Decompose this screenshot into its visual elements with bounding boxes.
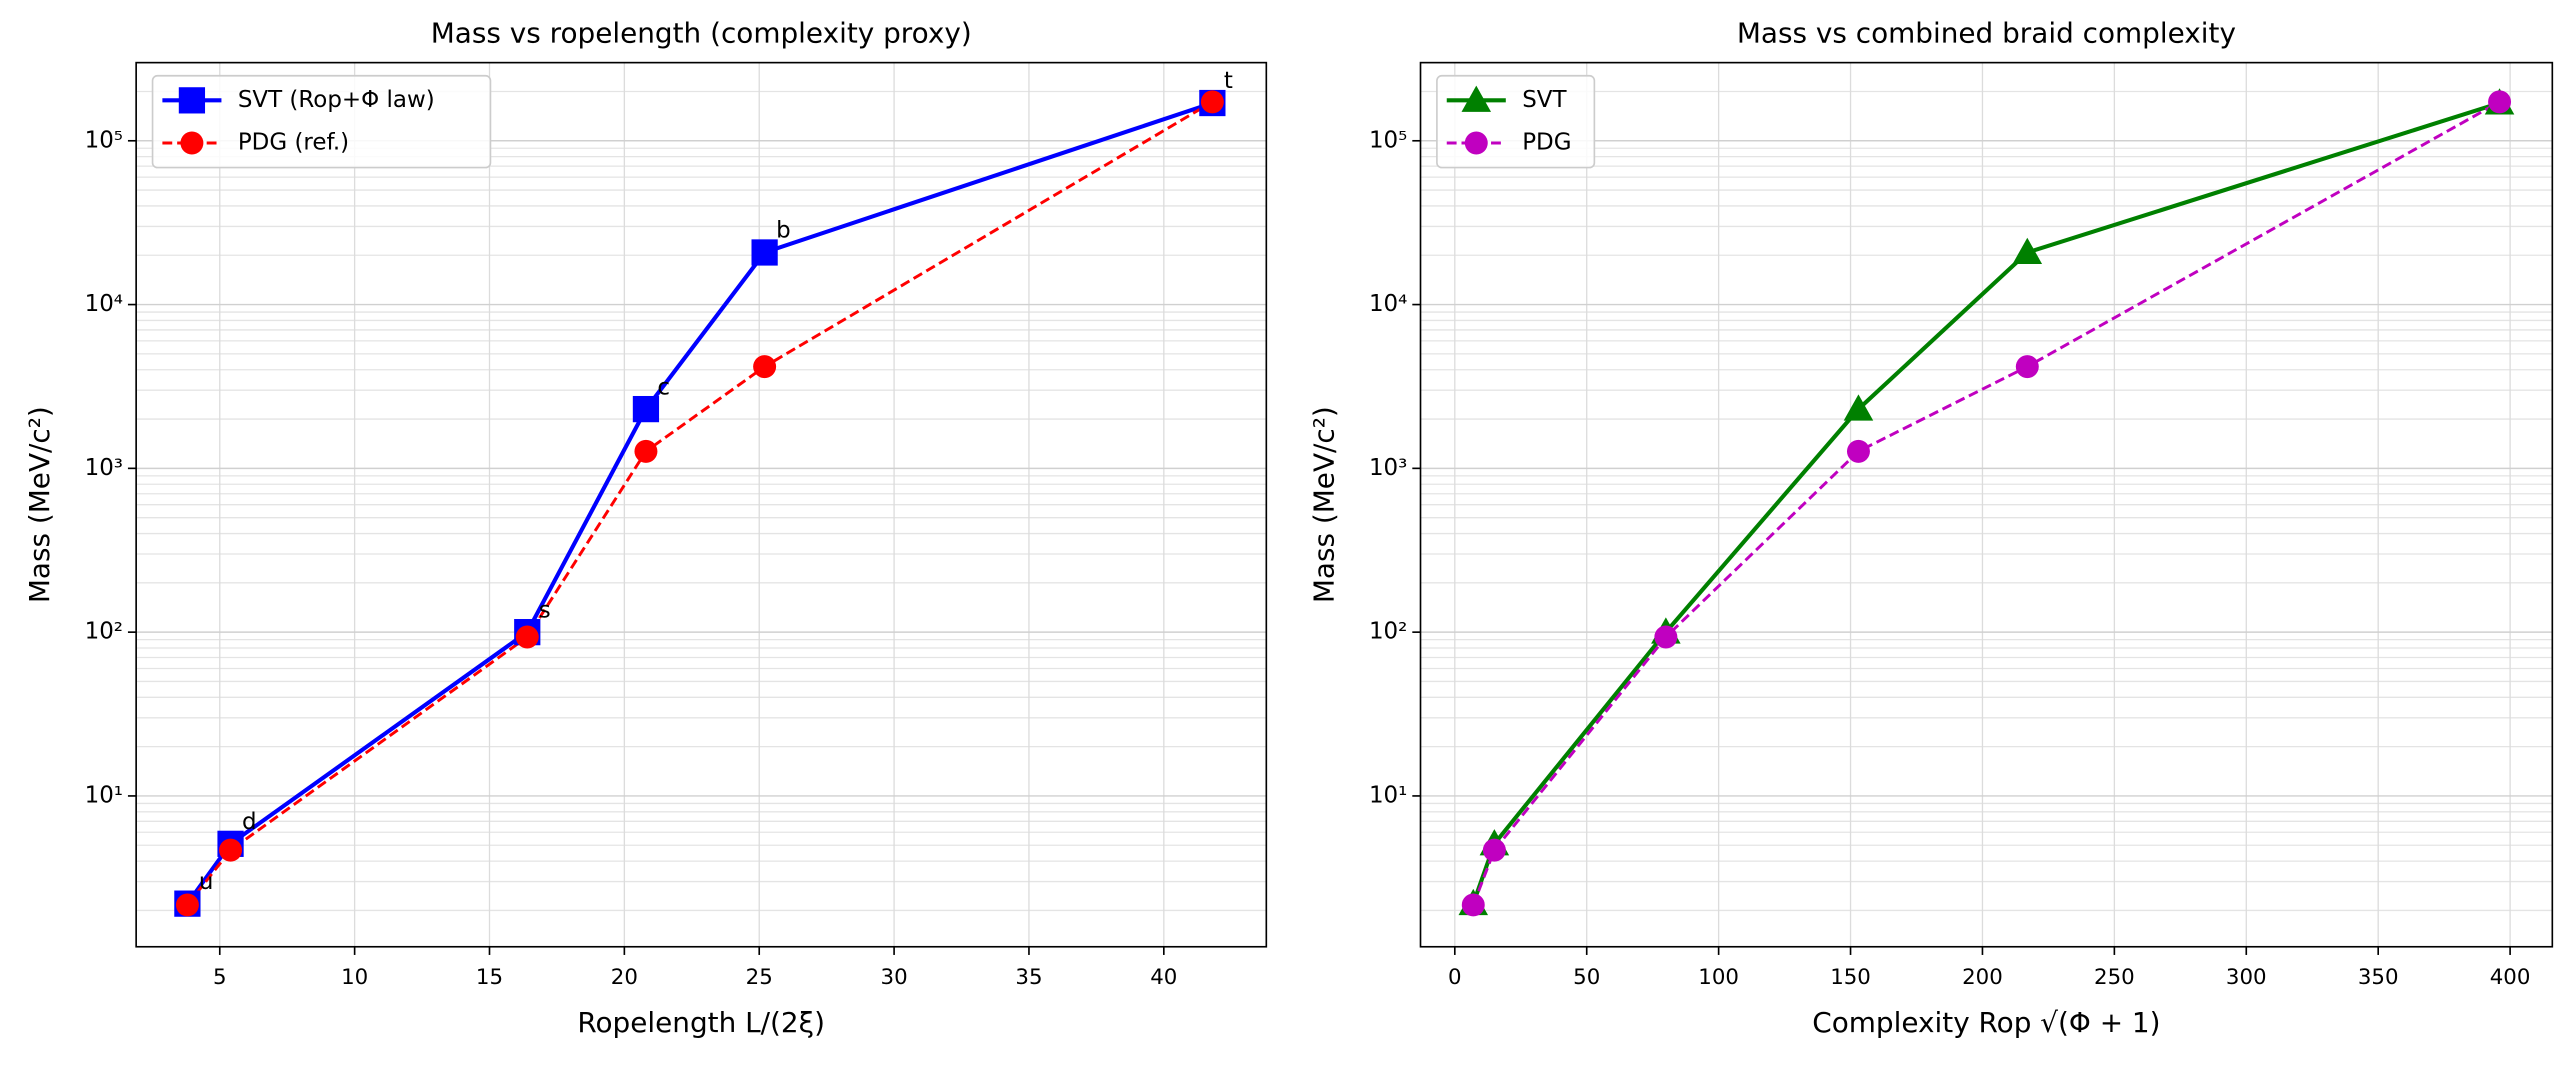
series-line <box>185 101 1214 905</box>
legend-marker <box>178 87 206 114</box>
point-label: b <box>776 218 791 244</box>
marker <box>1846 439 1870 463</box>
x-tick-label: 30 <box>881 965 908 990</box>
y-tick-label: 10³ <box>1369 455 1407 481</box>
axes-frame <box>1419 61 2554 948</box>
marker <box>2488 90 2512 114</box>
marker <box>175 893 199 917</box>
y-tick-label: 10⁴ <box>85 291 123 317</box>
chart-title: Mass vs ropelength (complexity proxy) <box>431 17 972 50</box>
marker <box>1200 90 1224 114</box>
marker <box>219 838 243 862</box>
x-tick-label: 200 <box>1962 965 2003 990</box>
legend-marker <box>180 131 204 155</box>
plot-area <box>174 89 1226 917</box>
marker <box>1461 893 1485 917</box>
series-line <box>186 100 1214 906</box>
legend-box <box>151 74 492 169</box>
x-tick-label: 0 <box>1448 965 1462 990</box>
x-tick-label: 300 <box>2226 965 2267 990</box>
legend-marker <box>1464 131 1488 155</box>
point-label: c <box>657 374 670 400</box>
legend-marker <box>1461 85 1492 112</box>
x-tick-label: 20 <box>611 965 638 990</box>
y-axis-label: Mass (MeV/c²) <box>23 406 56 603</box>
marker <box>632 395 660 423</box>
point-label: d <box>242 809 257 835</box>
point-label: t <box>1224 68 1233 94</box>
marker <box>2015 355 2039 379</box>
x-axis-label: Ropelength L/(2ξ) <box>577 1006 825 1039</box>
plot-area <box>1458 88 2515 917</box>
x-tick-label: 35 <box>1015 965 1042 990</box>
marker <box>1482 838 1506 862</box>
x-tick-label: 25 <box>746 965 773 990</box>
y-tick-label: 10⁵ <box>1369 127 1407 153</box>
point-label: u <box>199 869 214 895</box>
y-tick-label: 10³ <box>85 455 123 481</box>
marker <box>634 439 658 463</box>
chart-title: Mass vs combined braid complexity <box>1737 17 2236 50</box>
marker <box>515 625 539 649</box>
y-tick-label: 10² <box>85 619 123 645</box>
legend-label: PDG <box>1522 130 1571 156</box>
axes-frame <box>135 61 1268 948</box>
marker <box>751 239 778 266</box>
x-tick-label: 10 <box>341 965 368 990</box>
x-tick-label: 250 <box>2094 965 2135 990</box>
series-line <box>1471 101 2501 905</box>
point-label: s <box>539 597 551 623</box>
y-tick-label: 10² <box>1369 619 1407 645</box>
y-tick-label: 10⁵ <box>85 127 123 153</box>
marker <box>753 355 777 379</box>
y-axis-label: Mass (MeV/c²) <box>1307 406 1340 603</box>
x-tick-label: 150 <box>1830 965 1871 990</box>
y-tick-label: 10¹ <box>1369 782 1407 808</box>
legend-label: PDG (ref.) <box>238 130 349 156</box>
y-tick-label: 10¹ <box>85 782 123 808</box>
x-tick-label: 50 <box>1573 965 1600 990</box>
x-tick-label: 100 <box>1698 965 1739 990</box>
series-line <box>1471 100 2501 906</box>
x-tick-label: 350 <box>2358 965 2399 990</box>
x-tick-label: 15 <box>476 965 503 990</box>
x-axis-label: Complexity Rop √(Φ + 1) <box>1812 1006 2160 1039</box>
legend-label: SVT <box>1522 87 1567 113</box>
marker <box>1654 625 1678 649</box>
x-tick-label: 5 <box>213 965 227 990</box>
legend-label: SVT (Rop+Φ law) <box>238 87 435 113</box>
x-tick-label: 400 <box>2490 965 2531 990</box>
marker <box>1843 394 1874 421</box>
y-tick-label: 10⁴ <box>1369 291 1407 317</box>
x-tick-label: 40 <box>1150 965 1177 990</box>
marker <box>2012 237 2043 264</box>
